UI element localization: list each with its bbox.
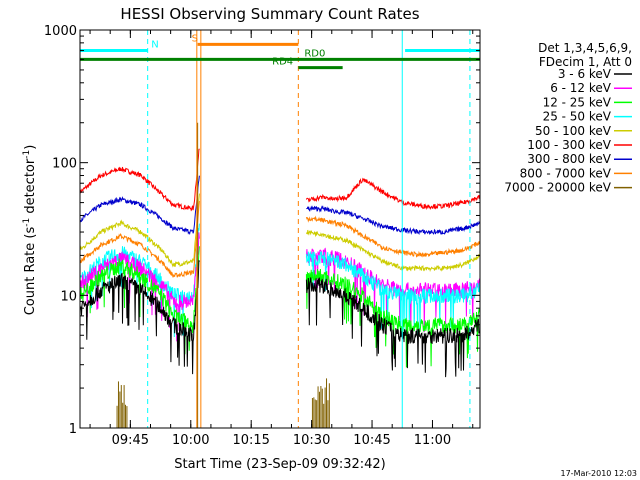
timestamp-footer: 17-Mar-2010 12:03 <box>561 469 638 478</box>
legend-entry-label: 800 - 7000 keV <box>520 166 612 180</box>
legend-entry-label: 7000 - 20000 keV <box>504 181 611 195</box>
y-axis-label: Count Rate (s-1 detector-1) <box>22 145 38 316</box>
series-line <box>80 200 200 278</box>
plot-frame <box>79 29 481 429</box>
state-bar-label: RD0 <box>304 48 325 59</box>
x-tick-label: 10:30 <box>293 433 330 448</box>
series-line <box>306 205 481 236</box>
legend-entry-label: 100 - 300 keV <box>527 138 611 152</box>
series-line <box>305 277 481 378</box>
legend: Det 1,3,4,5,6,9,FDecim 1, Att 03 - 6 keV… <box>504 41 632 195</box>
legend-entry-label: 3 - 6 keV <box>558 67 612 81</box>
legend-entry-label: 50 - 100 keV <box>535 124 612 138</box>
series-line <box>79 193 200 268</box>
state-bar-label: S <box>192 33 198 44</box>
series-line <box>79 260 200 375</box>
series-line <box>79 175 200 236</box>
series-line <box>305 229 481 273</box>
x-tick-label: 11:00 <box>414 433 451 448</box>
x-tick-label: 09:45 <box>112 433 149 448</box>
x-tick-label: 10:15 <box>232 433 269 448</box>
legend-entry-label: 25 - 50 keV <box>543 110 612 124</box>
y-tick-label: 1000 <box>44 24 77 39</box>
series-line <box>79 232 200 342</box>
y-tick-label: 100 <box>52 157 77 172</box>
legend-header: Det 1,3,4,5,6,9, <box>538 41 632 55</box>
chart-title: HESSI Observing Summary Count Rates <box>120 5 419 23</box>
y-tick-label: 1 <box>69 422 77 437</box>
series-line <box>305 215 481 258</box>
x-tick-label: 10:00 <box>172 433 209 448</box>
plot-area: N S RD0 RD4 <box>79 30 481 428</box>
y-tick-label: 10 <box>60 289 77 304</box>
series-line <box>79 148 200 212</box>
state-bar-label: RD4 <box>272 57 293 68</box>
legend-entry-label: 300 - 800 keV <box>527 152 611 166</box>
x-axis-label: Start Time (23-Sep-09 09:32:42) <box>174 457 385 472</box>
legend-entry-label: 12 - 25 keV <box>543 95 612 109</box>
legend-entry-label: 6 - 12 keV <box>550 81 612 95</box>
legend-header: FDecim 1, Att 0 <box>539 55 632 69</box>
axes: 1 10 100 1000 09:45 10:00 10:15 10:30 10:45 11:00 <box>44 24 480 448</box>
series-line <box>305 177 481 211</box>
state-bar-label: N <box>151 40 158 51</box>
x-tick-label: 10:45 <box>353 433 390 448</box>
